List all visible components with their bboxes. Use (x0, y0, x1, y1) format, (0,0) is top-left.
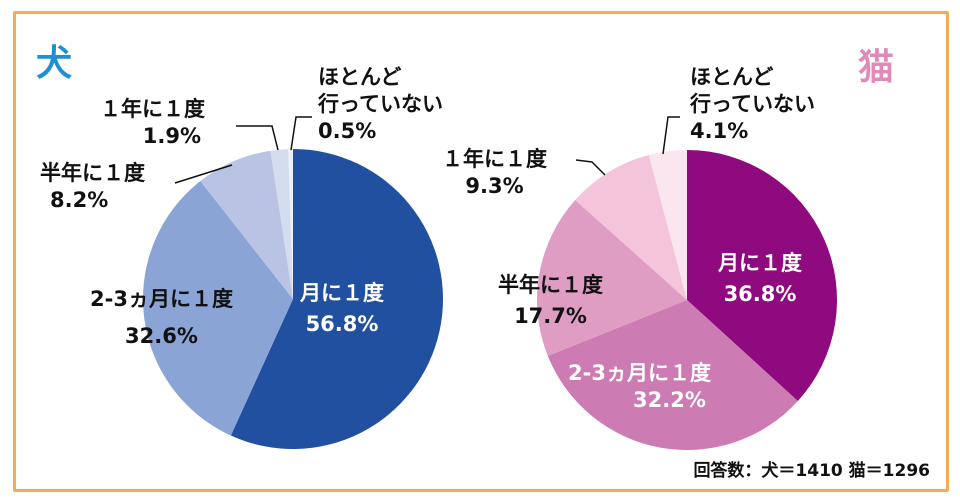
dog-leader-rarely (290, 116, 312, 151)
slice-label: ほとんど 行っていない (318, 65, 443, 116)
slice-value: 32.6% (125, 324, 198, 348)
cat-leader-yearly (575, 159, 606, 176)
cat-label-monthly: 月に１度 36.8% (718, 250, 802, 308)
dog-leader-yearly (236, 125, 279, 151)
dog-slice-1 (143, 181, 293, 436)
cat-label-yearly: １年に１度 9.3% (442, 146, 547, 200)
slice-label: 半年に１度 (40, 161, 145, 185)
frame-border (13, 11, 949, 492)
slice-value: 0.5% (318, 119, 377, 143)
cat-slice-2 (537, 200, 687, 356)
dog-slice-4 (288, 149, 293, 299)
cat-leader-rarely (662, 116, 680, 155)
cat-slice-0 (687, 150, 838, 402)
cat-slice-4 (648, 150, 687, 300)
slice-label: 半年に１度 (498, 273, 603, 297)
slice-label: 月に１度 (718, 251, 802, 275)
slice-label: ほとんど 行っていない (690, 65, 815, 116)
slice-value: 56.8% (305, 312, 379, 336)
cat-label-halfyear: 半年に１度 17.7% (498, 272, 603, 330)
dog-title: 犬 (36, 43, 73, 84)
cat-slice-1 (547, 300, 798, 451)
dog-label-yearly: １年に１度 1.9% (100, 96, 205, 150)
slice-label: 2-3ヵ月に１度 (568, 361, 711, 385)
cat-label-2-3months: 2-3ヵ月に１度 32.2% (568, 360, 711, 414)
slice-value: 9.3% (465, 174, 524, 198)
dog-label-halfyear: 半年に１度 8.2% (40, 160, 145, 214)
dog-label-monthly: 月に１度 56.8% (300, 280, 384, 338)
dog-leader-halfyear (174, 164, 233, 184)
dog-slice-0 (230, 149, 444, 449)
slice-value: 4.1% (690, 119, 749, 143)
slice-label: １年に１度 (100, 97, 205, 121)
dog-slice-3 (270, 149, 293, 299)
response-count-note: 回答数：犬＝1410 猫＝1296 (693, 461, 930, 481)
dog-label-rarely: ほとんど 行っていない 0.5% (318, 64, 443, 145)
slice-label: 月に１度 (300, 281, 384, 305)
dog-label-2-3months: 2-3ヵ月に１度 32.6% (90, 286, 233, 350)
slice-label: １年に１度 (442, 147, 547, 171)
slice-value: 17.7% (514, 304, 587, 328)
slice-value: 1.9% (142, 124, 201, 148)
slice-value: 32.2% (633, 388, 706, 412)
cat-label-rarely: ほとんど 行っていない 4.1% (690, 64, 815, 145)
dog-slice-2 (200, 150, 293, 299)
slice-value: 36.8% (723, 282, 797, 306)
slice-label: 2-3ヵ月に１度 (90, 287, 233, 311)
cat-title: 猫 (858, 47, 895, 88)
cat-slice-3 (575, 154, 687, 300)
slice-value: 8.2% (50, 188, 109, 212)
